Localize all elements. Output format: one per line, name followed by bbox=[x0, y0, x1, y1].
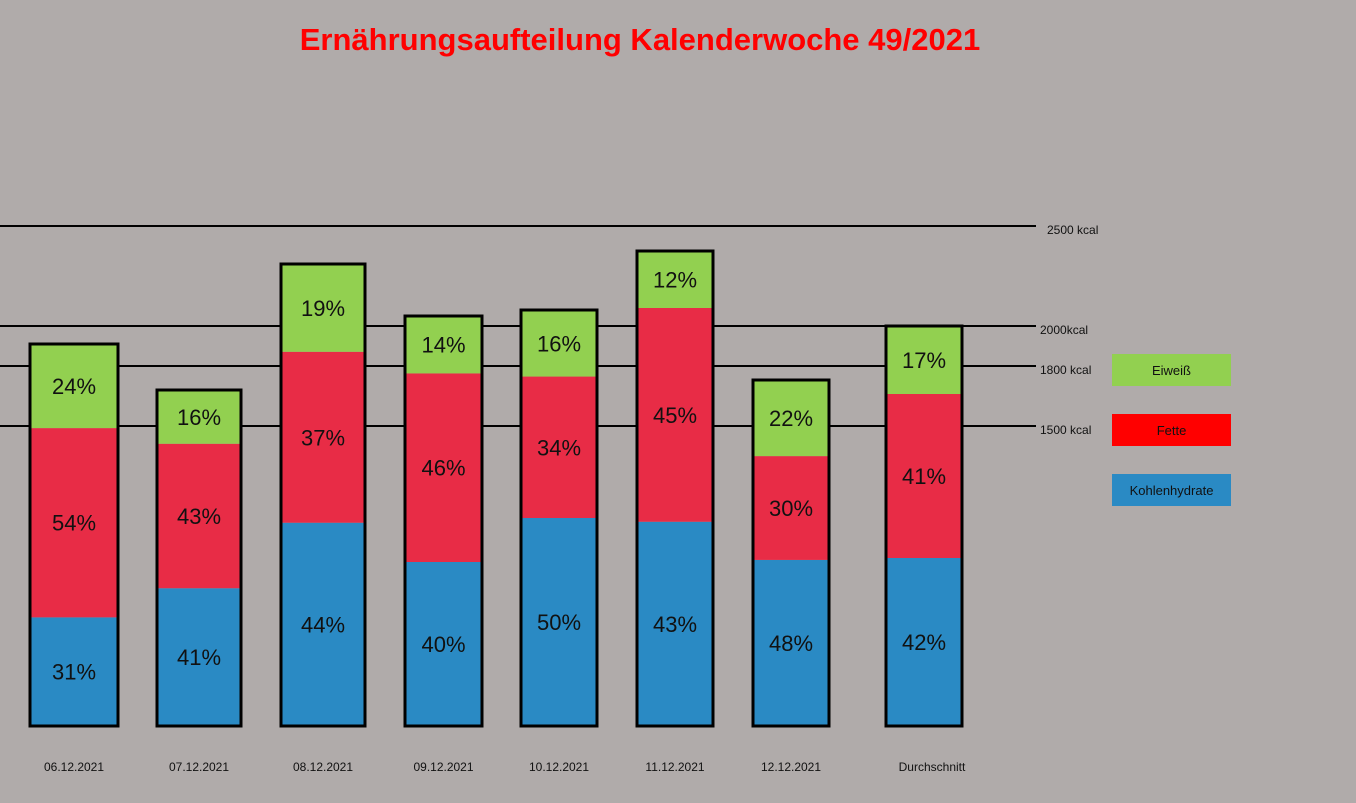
bar-segment bbox=[886, 326, 962, 394]
bar-segment bbox=[753, 559, 829, 726]
data-label: 17% bbox=[902, 348, 946, 373]
data-label: 12% bbox=[653, 268, 697, 293]
data-label: 16% bbox=[537, 331, 581, 356]
bar-outline bbox=[635, 249, 715, 728]
data-label: 16% bbox=[177, 405, 221, 430]
data-label: 42% bbox=[902, 630, 946, 655]
bar-outline bbox=[403, 314, 484, 728]
bar-outline bbox=[519, 308, 599, 728]
data-label: 34% bbox=[537, 435, 581, 460]
bar-outline bbox=[155, 388, 243, 728]
data-label: 40% bbox=[421, 632, 465, 657]
data-label: 48% bbox=[769, 631, 813, 656]
bar-segment bbox=[753, 380, 829, 457]
x-tick-label: 10.12.2021 bbox=[529, 760, 589, 774]
bar-segment bbox=[30, 344, 118, 429]
bar-segment bbox=[521, 518, 597, 726]
legend-eiweiss: Eiweiß bbox=[1112, 354, 1231, 386]
bar-segment bbox=[521, 310, 597, 377]
bar-segment bbox=[886, 394, 962, 558]
data-label: 37% bbox=[301, 425, 345, 450]
bar-segment bbox=[521, 376, 597, 518]
data-label: 54% bbox=[52, 511, 96, 536]
data-label: 43% bbox=[177, 504, 221, 529]
data-label: 19% bbox=[301, 296, 345, 321]
data-label: 24% bbox=[52, 374, 96, 399]
bar-segment bbox=[30, 617, 118, 726]
bar-segment bbox=[281, 264, 365, 352]
bar-segment bbox=[281, 351, 365, 523]
bar-segment bbox=[405, 562, 482, 726]
x-tick-label: 11.12.2021 bbox=[645, 760, 704, 774]
x-tick-label: 06.12.2021 bbox=[44, 760, 104, 774]
data-label: 31% bbox=[52, 660, 96, 685]
data-label: 41% bbox=[902, 464, 946, 489]
data-label: 43% bbox=[653, 612, 697, 637]
bar-segment bbox=[157, 443, 241, 589]
x-tick-label: 07.12.2021 bbox=[169, 760, 229, 774]
bar-outline bbox=[884, 324, 964, 728]
x-tick-label: 09.12.2021 bbox=[413, 760, 473, 774]
legend-kohlenhydrate: Kohlenhydrate bbox=[1112, 474, 1231, 506]
bar-segment bbox=[637, 521, 713, 726]
data-label: 44% bbox=[301, 612, 345, 637]
bar-outline bbox=[28, 342, 120, 728]
data-label: 14% bbox=[421, 333, 465, 358]
data-label: 46% bbox=[421, 456, 465, 481]
data-label: 50% bbox=[537, 610, 581, 635]
reference-line-label: 1800 kcal bbox=[1040, 363, 1091, 377]
reference-line-label: 1500 kcal bbox=[1040, 423, 1091, 437]
x-tick-label: 12.12.2021 bbox=[761, 760, 821, 774]
data-label: 41% bbox=[177, 645, 221, 670]
bar-segment bbox=[157, 588, 241, 726]
bar-segment bbox=[157, 390, 241, 444]
reference-line-label: 2500 kcal bbox=[1047, 223, 1098, 237]
chart-title: Ernährungsaufteilung Kalenderwoche 49/20… bbox=[299, 22, 981, 57]
reference-line-label: 2000kcal bbox=[1040, 323, 1088, 337]
data-label: 30% bbox=[769, 496, 813, 521]
bar-outline bbox=[751, 378, 831, 728]
bar-segment bbox=[886, 558, 962, 726]
bar-outline bbox=[279, 262, 367, 728]
bar-segment bbox=[281, 522, 365, 726]
x-tick-label: 08.12.2021 bbox=[293, 760, 353, 774]
bar-segment bbox=[405, 316, 482, 374]
bar-segment bbox=[637, 251, 713, 308]
bar-segment bbox=[30, 428, 118, 618]
bar-segment bbox=[405, 373, 482, 562]
bar-segment bbox=[753, 456, 829, 560]
data-label: 45% bbox=[653, 403, 697, 428]
legend-fette: Fette bbox=[1112, 414, 1231, 446]
x-tick-label: Durchschnitt bbox=[899, 760, 966, 774]
bar-segment bbox=[637, 308, 713, 522]
data-label: 22% bbox=[769, 406, 813, 431]
